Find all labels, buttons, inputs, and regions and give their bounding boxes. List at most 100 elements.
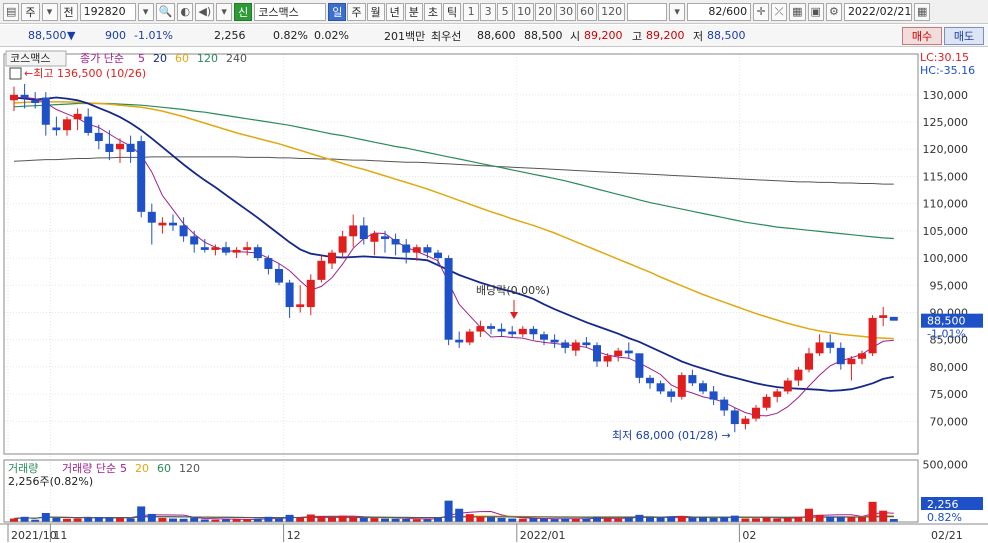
- candle-body: [285, 282, 294, 308]
- candle-body: [349, 225, 358, 237]
- period-button-6[interactable]: 틱: [443, 2, 462, 21]
- period-select[interactable]: 주: [21, 2, 40, 21]
- custom-period-input[interactable]: [627, 2, 668, 21]
- chart-icon[interactable]: ▤: [3, 2, 20, 21]
- save-icon[interactable]: ▣: [807, 2, 824, 21]
- candle-body: [614, 350, 623, 357]
- price-chart[interactable]: 130,000 125,000 120,000 115,000 110,000 105,0…: [0, 48, 988, 543]
- candle-body: [264, 258, 273, 269]
- price-tag-pct: -1.01%: [927, 328, 966, 341]
- minute-button-10[interactable]: 10: [514, 2, 535, 21]
- y-tick-label: 100,000: [923, 252, 969, 265]
- y-tick-label: 85,000: [930, 334, 969, 347]
- volume-tag: [921, 497, 983, 510]
- calendar-icon[interactable]: ▦: [913, 2, 931, 21]
- period-button-0[interactable]: 일: [328, 2, 347, 21]
- stock-name[interactable]: 코스맥스: [254, 2, 327, 21]
- dropdown-icon[interactable]: ▾: [216, 2, 233, 21]
- volume-bar: [381, 518, 389, 522]
- gear-icon[interactable]: ⚙: [825, 2, 842, 21]
- candle-body: [222, 247, 230, 253]
- line-tool-icon[interactable]: ⤫: [771, 2, 788, 21]
- candle-body: [211, 247, 220, 250]
- dropdown-icon[interactable]: ▾: [669, 2, 686, 21]
- x-tick-label: 12: [287, 529, 301, 542]
- candle-body: [105, 143, 114, 152]
- legend-stock-name: 코스맥스: [10, 52, 50, 65]
- volume-bar: [656, 517, 665, 522]
- buy-button[interactable]: 매수: [902, 27, 942, 45]
- volume-bar: [455, 508, 464, 522]
- sell-button[interactable]: 매도: [944, 27, 984, 45]
- minute-button-120[interactable]: 120: [598, 2, 626, 21]
- change-percent: -1.01%: [134, 29, 173, 42]
- candle-body: [147, 211, 156, 223]
- x-tick-label: 02/21: [931, 529, 963, 542]
- volume-bar: [94, 517, 103, 522]
- period-button-2[interactable]: 월: [366, 2, 385, 21]
- ma240-line: [13, 156, 894, 185]
- candle-body: [20, 94, 29, 98]
- legend-ma-label: 종가 단순: [80, 52, 124, 65]
- volume-bar: [476, 516, 485, 522]
- y-tick-label: 95,000: [930, 279, 969, 292]
- current-price: 88,500: [28, 29, 67, 42]
- candle-body: [858, 353, 866, 359]
- volume-y-tick: 500,000: [923, 458, 969, 471]
- candle-body: [741, 418, 750, 425]
- bid-price: 88,500: [524, 29, 563, 42]
- minute-button-20[interactable]: 20: [535, 2, 556, 21]
- grid-toggle-icon[interactable]: [9, 67, 22, 80]
- minute-button-1[interactable]: 1: [463, 2, 480, 21]
- candle-body: [84, 116, 93, 133]
- y-tick-label: 125,000: [923, 116, 969, 129]
- volume-bar: [561, 518, 570, 522]
- new-button[interactable]: 신: [234, 2, 253, 21]
- minute-button-5[interactable]: 5: [497, 2, 514, 21]
- sound-icon[interactable]: ◀): [195, 2, 215, 21]
- count-input[interactable]: 82/600: [687, 2, 752, 21]
- dropdown-icon[interactable]: ▾: [137, 2, 154, 21]
- candle-body: [391, 239, 400, 245]
- code-input[interactable]: 192820: [79, 2, 136, 21]
- candle-body: [253, 247, 262, 259]
- crosshair-icon[interactable]: ✛: [753, 2, 770, 21]
- prev-button[interactable]: 전: [59, 2, 78, 21]
- candle-body: [518, 328, 527, 335]
- candle-body: [688, 375, 697, 384]
- volume-bar: [10, 518, 18, 522]
- volume-bar: [550, 519, 559, 522]
- search-icon[interactable]: 🔍: [155, 2, 176, 21]
- grid-icon[interactable]: ▦: [789, 2, 806, 21]
- volume-bar: [794, 517, 803, 522]
- ma20-line: [13, 96, 894, 392]
- minute-button-60[interactable]: 60: [577, 2, 598, 21]
- minute-button-30[interactable]: 30: [556, 2, 577, 21]
- lock-icon[interactable]: ◐: [177, 2, 194, 21]
- period-button-5[interactable]: 초: [423, 2, 442, 21]
- minute-button-3[interactable]: 3: [480, 2, 497, 21]
- period-button-4[interactable]: 분: [404, 2, 423, 21]
- volume-bar: [52, 517, 61, 522]
- candle-body: [487, 326, 495, 329]
- volume-bar: [614, 518, 623, 522]
- volume-bar: [646, 516, 654, 522]
- volume-ma120-line: [13, 516, 894, 519]
- candle-body: [73, 113, 82, 120]
- volume-bar: [306, 514, 315, 522]
- candle-body: [190, 236, 199, 245]
- volume-bar: [783, 517, 792, 522]
- candle-body: [677, 375, 686, 397]
- date-input[interactable]: 2022/02/21: [843, 2, 912, 21]
- volume-bar: [677, 516, 686, 522]
- dropdown-icon[interactable]: ▾: [41, 2, 58, 21]
- period-button-3[interactable]: 년: [385, 2, 404, 21]
- period-button-1[interactable]: 주: [347, 2, 366, 21]
- volume-bar: [497, 517, 506, 522]
- volume-legend-20: 20: [135, 462, 149, 475]
- candle-body: [730, 410, 739, 425]
- candle-body: [41, 97, 50, 125]
- amount: 201백만: [384, 29, 426, 43]
- volume-bar: [391, 518, 400, 522]
- volume-legend-name: 거래량: [8, 462, 38, 475]
